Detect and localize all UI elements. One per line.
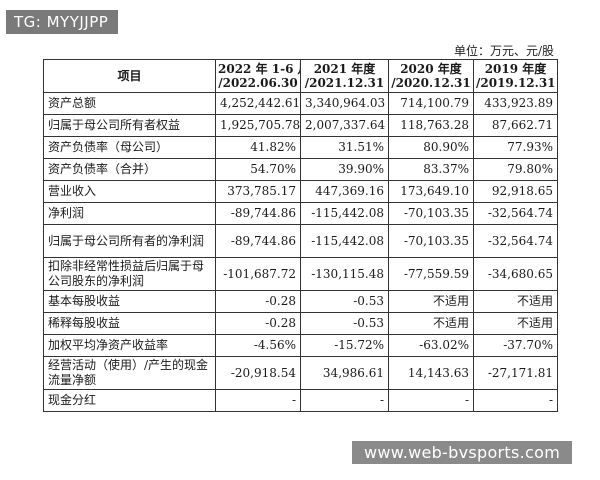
row-value: 34,986.61 — [300, 356, 389, 390]
row-value: 87,662.71 — [473, 114, 558, 137]
row-value: -89,744.86 — [215, 202, 301, 225]
row-value: 79.80% — [473, 158, 558, 181]
row-value: -0.28 — [215, 290, 301, 313]
row-value: 173,649.10 — [388, 180, 474, 203]
row-label: 资产负债率（合并） — [43, 158, 216, 181]
table-row: 净利润 -89,744.86 -115,442.08 -70,103.35 -32,56… — [43, 202, 558, 225]
row-value: -77,559.59 — [388, 257, 474, 291]
row-value: 41.82% — [215, 136, 301, 159]
table-row: 加权平均净资产收益率 -4.56% -15.72% -63.02% -37.70% — [43, 334, 558, 357]
row-label: 归属于母公司所有者的净利润 — [43, 224, 216, 258]
row-value: 3,340,964.03 — [300, 92, 389, 115]
table-row: 归属于母公司所有者的净利润 -89,744.86 -115,442.08 -70,10… — [43, 224, 558, 258]
row-value: 118,763.28 — [388, 114, 474, 137]
row-value: 373,785.17 — [215, 180, 301, 203]
row-value: - — [388, 389, 474, 412]
row-value: 4,252,442.61 — [215, 92, 301, 115]
row-value: -89,744.86 — [215, 224, 301, 258]
row-value: 2,007,337.64 — [300, 114, 389, 137]
table-row: 现金分红 - - - - — [43, 389, 558, 412]
row-value: -70,103.35 — [388, 224, 474, 258]
row-value: 1,925,705.78 — [215, 114, 301, 137]
row-value: 31.51% — [300, 136, 389, 159]
table-row: 营业收入 373,785.17 447,369.16 173,649.10 92,918… — [43, 180, 558, 203]
row-value: -0.53 — [300, 290, 389, 313]
row-label: 资产负债率（母公司） — [43, 136, 216, 159]
row-value: - — [473, 389, 558, 412]
row-value: 14,143.63 — [388, 356, 474, 390]
row-value: 54.70% — [215, 158, 301, 181]
row-label: 基本每股收益 — [43, 290, 216, 313]
row-value: 39.90% — [300, 158, 389, 181]
financial-table: 项目 2022 年 1-6 月/2022.06.30 2021 年度/2021.12… — [43, 59, 558, 412]
row-value: -4.56% — [215, 334, 301, 357]
row-value: - — [215, 389, 301, 412]
row-label: 经营活动（使用）/产生的现金流量净额 — [43, 356, 216, 390]
row-value: -37.70% — [473, 334, 558, 357]
row-label: 稀释每股收益 — [43, 312, 216, 335]
row-label: 净利润 — [43, 202, 216, 225]
row-value: 92,918.65 — [473, 180, 558, 203]
unit-note: 单位：万元、元/股 — [453, 44, 554, 58]
row-value: -32,564.74 — [473, 224, 558, 258]
row-value: 不适用 — [473, 312, 558, 335]
row-value: -15.72% — [300, 334, 389, 357]
table-row: 资产负债率（合并） 54.70% 39.90% 83.37% 79.80% — [43, 158, 558, 181]
header-period: 2020 年度/2020.12.31 — [388, 59, 474, 93]
row-label: 加权平均净资产收益率 — [43, 334, 216, 357]
row-label: 扣除非经常性损益后归属于母公司股东的净利润 — [43, 257, 216, 291]
table-row: 归属于母公司所有者权益 1,925,705.78 2,007,337.64 118,7… — [43, 114, 558, 137]
overlay-tag: TG: MYYJJPP — [6, 10, 119, 34]
header-item: 项目 — [43, 59, 216, 93]
row-value: -115,442.08 — [300, 202, 389, 225]
row-value: -115,442.08 — [300, 224, 389, 258]
header-period: 2022 年 1-6 月/2022.06.30 — [215, 59, 301, 93]
header-period: 2019 年度/2019.12.31 — [473, 59, 558, 93]
row-value: -101,687.72 — [215, 257, 301, 291]
row-label: 资产总额 — [43, 92, 216, 115]
row-label: 营业收入 — [43, 180, 216, 203]
row-value: 不适用 — [388, 312, 474, 335]
row-value: 447,369.16 — [300, 180, 389, 203]
table-row: 资产负债率（母公司） 41.82% 31.51% 80.90% 77.93% — [43, 136, 558, 159]
row-value: -70,103.35 — [388, 202, 474, 225]
row-value: -32,564.74 — [473, 202, 558, 225]
row-value: 433,923.89 — [473, 92, 558, 115]
row-value: -34,680.65 — [473, 257, 558, 291]
row-label: 现金分红 — [43, 389, 216, 412]
table-row: 资产总额 4,252,442.61 3,340,964.03 714,100.79 43… — [43, 92, 558, 115]
row-value: - — [300, 389, 389, 412]
table-body: 资产总额 4,252,442.61 3,340,964.03 714,100.79 43… — [43, 92, 558, 412]
table-row: 基本每股收益 -0.28 -0.53 不适用 不适用 — [43, 290, 558, 313]
table-row: 扣除非经常性损益后归属于母公司股东的净利润 -101,687.72 -130,115… — [43, 257, 558, 291]
row-value: 714,100.79 — [388, 92, 474, 115]
row-value: 80.90% — [388, 136, 474, 159]
row-value: 77.93% — [473, 136, 558, 159]
row-value: 不适用 — [388, 290, 474, 313]
row-label: 归属于母公司所有者权益 — [43, 114, 216, 137]
header-period: 2021 年度/2021.12.31 — [300, 59, 389, 93]
row-value: -0.53 — [300, 312, 389, 335]
table-row: 稀释每股收益 -0.28 -0.53 不适用 不适用 — [43, 312, 558, 335]
header-row: 项目 2022 年 1-6 月/2022.06.30 2021 年度/2021.12… — [43, 59, 558, 93]
row-value: -0.28 — [215, 312, 301, 335]
row-value: -63.02% — [388, 334, 474, 357]
row-value: 不适用 — [473, 290, 558, 313]
table-row: 经营活动（使用）/产生的现金流量净额 -20,918.54 34,986.61 14,… — [43, 356, 558, 390]
row-value: 83.37% — [388, 158, 474, 181]
row-value: -20,918.54 — [215, 356, 301, 390]
watermark: www.web-bvsports.com — [352, 441, 573, 464]
row-value: -130,115.48 — [300, 257, 389, 291]
row-value: -27,171.81 — [473, 356, 558, 390]
